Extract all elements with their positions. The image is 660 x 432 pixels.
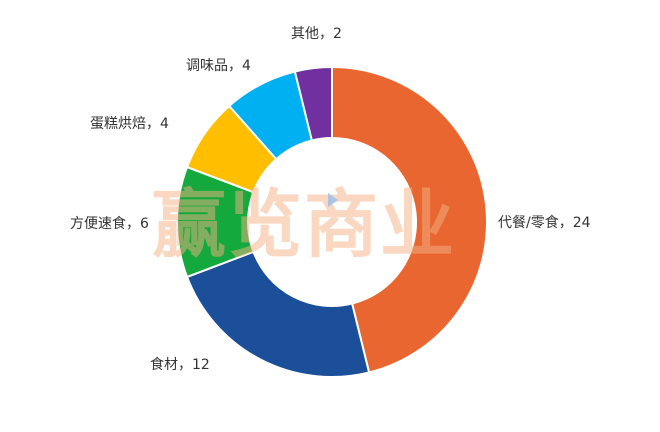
slice-label-5: 调味品，4 [186,58,251,74]
slice-label-4: 蛋糕烘焙，4 [90,116,169,132]
slice-2 [185,250,371,378]
watermark-text: 赢览商业 [152,182,456,268]
play-icon [328,193,338,207]
chart-labels: 代餐/零食，24 食材，12 方便速食，6 蛋糕烘焙，4 调味品，4 其他，2 [70,26,591,373]
slice-label-2: 食材，12 [150,356,210,373]
slice-label-6: 其他，2 [291,26,342,42]
chart-slices [176,65,488,378]
slice-1 [331,65,488,374]
slice-6 [293,65,333,142]
slice-label-3: 方便速食，6 [70,215,149,232]
slice-label-1: 代餐/零食，24 [498,214,591,231]
